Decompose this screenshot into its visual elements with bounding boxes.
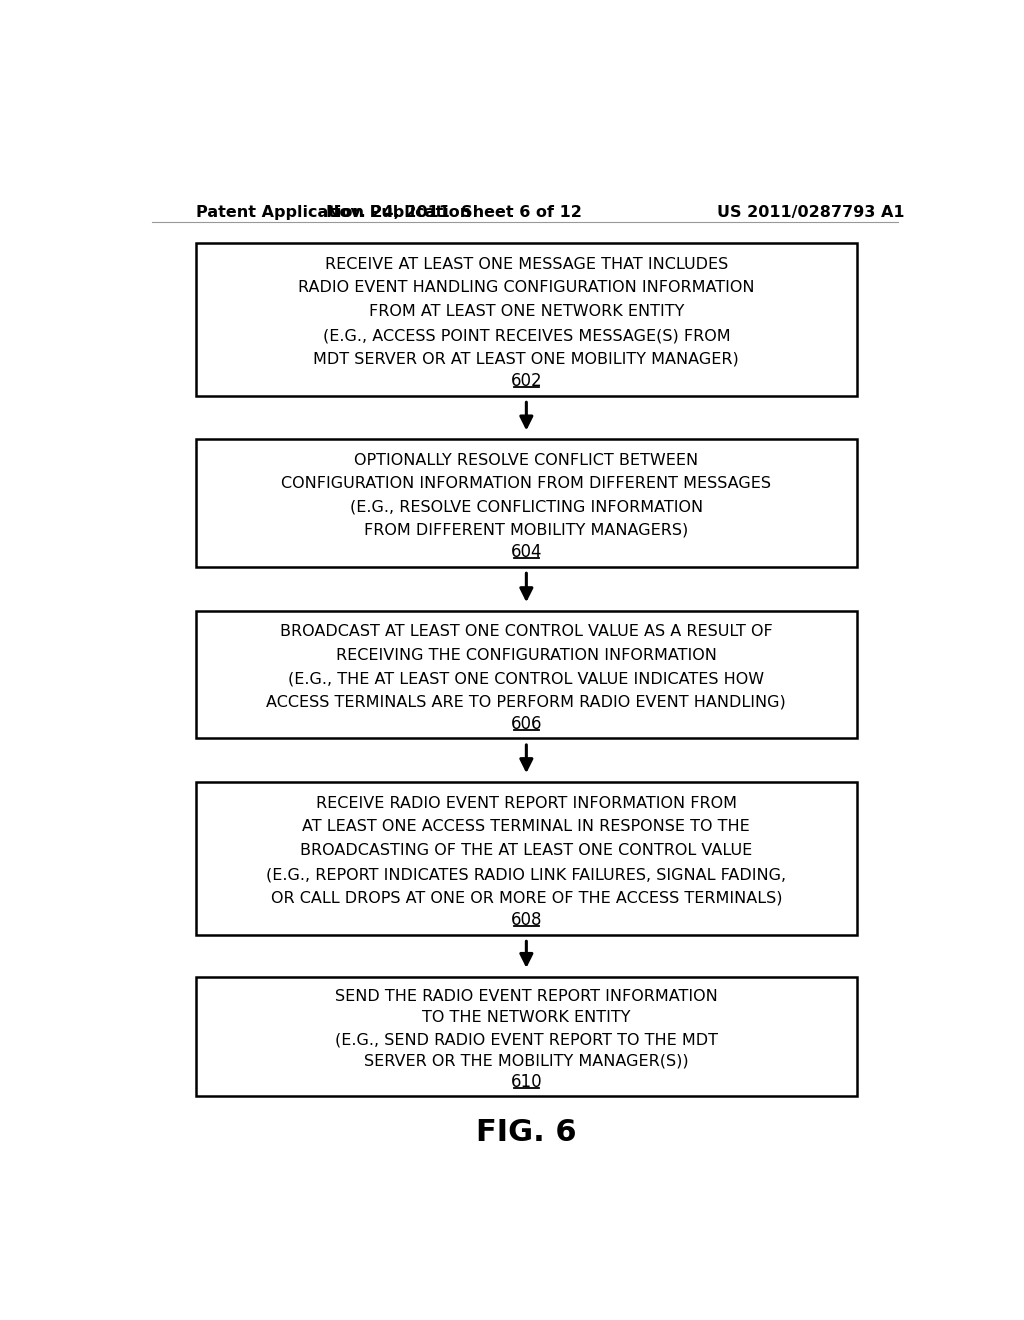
Text: (E.G., THE AT LEAST ONE CONTROL VALUE INDICATES HOW: (E.G., THE AT LEAST ONE CONTROL VALUE IN… (289, 672, 764, 686)
Text: FROM DIFFERENT MOBILITY MANAGERS): FROM DIFFERENT MOBILITY MANAGERS) (365, 523, 688, 539)
Text: FIG. 6: FIG. 6 (476, 1118, 577, 1147)
Text: RADIO EVENT HANDLING CONFIGURATION INFORMATION: RADIO EVENT HANDLING CONFIGURATION INFOR… (298, 280, 755, 296)
Text: 608: 608 (511, 911, 542, 929)
Text: BROADCAST AT LEAST ONE CONTROL VALUE AS A RESULT OF: BROADCAST AT LEAST ONE CONTROL VALUE AS … (280, 624, 773, 639)
Text: Nov. 24, 2011  Sheet 6 of 12: Nov. 24, 2011 Sheet 6 of 12 (326, 205, 582, 220)
Text: (E.G., SEND RADIO EVENT REPORT TO THE MDT: (E.G., SEND RADIO EVENT REPORT TO THE MD… (335, 1032, 718, 1047)
Bar (197, 243, 856, 396)
Text: OR CALL DROPS AT ONE OR MORE OF THE ACCESS TERMINALS): OR CALL DROPS AT ONE OR MORE OF THE ACCE… (270, 891, 782, 906)
Text: OPTIONALLY RESOLVE CONFLICT BETWEEN: OPTIONALLY RESOLVE CONFLICT BETWEEN (354, 453, 698, 467)
Text: RECEIVE AT LEAST ONE MESSAGE THAT INCLUDES: RECEIVE AT LEAST ONE MESSAGE THAT INCLUD… (325, 256, 728, 272)
Text: FROM AT LEAST ONE NETWORK ENTITY: FROM AT LEAST ONE NETWORK ENTITY (369, 304, 684, 319)
Text: 606: 606 (511, 714, 542, 733)
Text: SEND THE RADIO EVENT REPORT INFORMATION: SEND THE RADIO EVENT REPORT INFORMATION (335, 989, 718, 1003)
Text: ACCESS TERMINALS ARE TO PERFORM RADIO EVENT HANDLING): ACCESS TERMINALS ARE TO PERFORM RADIO EV… (266, 694, 786, 710)
Text: SERVER OR THE MOBILITY MANAGER(S)): SERVER OR THE MOBILITY MANAGER(S)) (365, 1053, 689, 1069)
Text: BROADCASTING OF THE AT LEAST ONE CONTROL VALUE: BROADCASTING OF THE AT LEAST ONE CONTROL… (300, 843, 753, 858)
Text: (E.G., ACCESS POINT RECEIVES MESSAGE(S) FROM: (E.G., ACCESS POINT RECEIVES MESSAGE(S) … (323, 329, 730, 343)
Text: 610: 610 (511, 1073, 542, 1090)
Text: (E.G., RESOLVE CONFLICTING INFORMATION: (E.G., RESOLVE CONFLICTING INFORMATION (350, 499, 702, 515)
Text: AT LEAST ONE ACCESS TERMINAL IN RESPONSE TO THE: AT LEAST ONE ACCESS TERMINAL IN RESPONSE… (302, 820, 751, 834)
Text: (E.G., REPORT INDICATES RADIO LINK FAILURES, SIGNAL FADING,: (E.G., REPORT INDICATES RADIO LINK FAILU… (266, 867, 786, 882)
Text: 602: 602 (511, 372, 542, 389)
Text: US 2011/0287793 A1: US 2011/0287793 A1 (717, 205, 904, 220)
Text: RECEIVING THE CONFIGURATION INFORMATION: RECEIVING THE CONFIGURATION INFORMATION (336, 648, 717, 663)
Bar (197, 611, 856, 738)
Bar (197, 977, 856, 1096)
Text: 604: 604 (511, 543, 542, 561)
Bar (197, 781, 856, 935)
Text: Patent Application Publication: Patent Application Publication (197, 205, 471, 220)
Text: TO THE NETWORK ENTITY: TO THE NETWORK ENTITY (422, 1010, 631, 1026)
Text: RECEIVE RADIO EVENT REPORT INFORMATION FROM: RECEIVE RADIO EVENT REPORT INFORMATION F… (315, 796, 737, 810)
Text: MDT SERVER OR AT LEAST ONE MOBILITY MANAGER): MDT SERVER OR AT LEAST ONE MOBILITY MANA… (313, 352, 739, 367)
Text: CONFIGURATION INFORMATION FROM DIFFERENT MESSAGES: CONFIGURATION INFORMATION FROM DIFFERENT… (282, 477, 771, 491)
Bar (197, 440, 856, 566)
